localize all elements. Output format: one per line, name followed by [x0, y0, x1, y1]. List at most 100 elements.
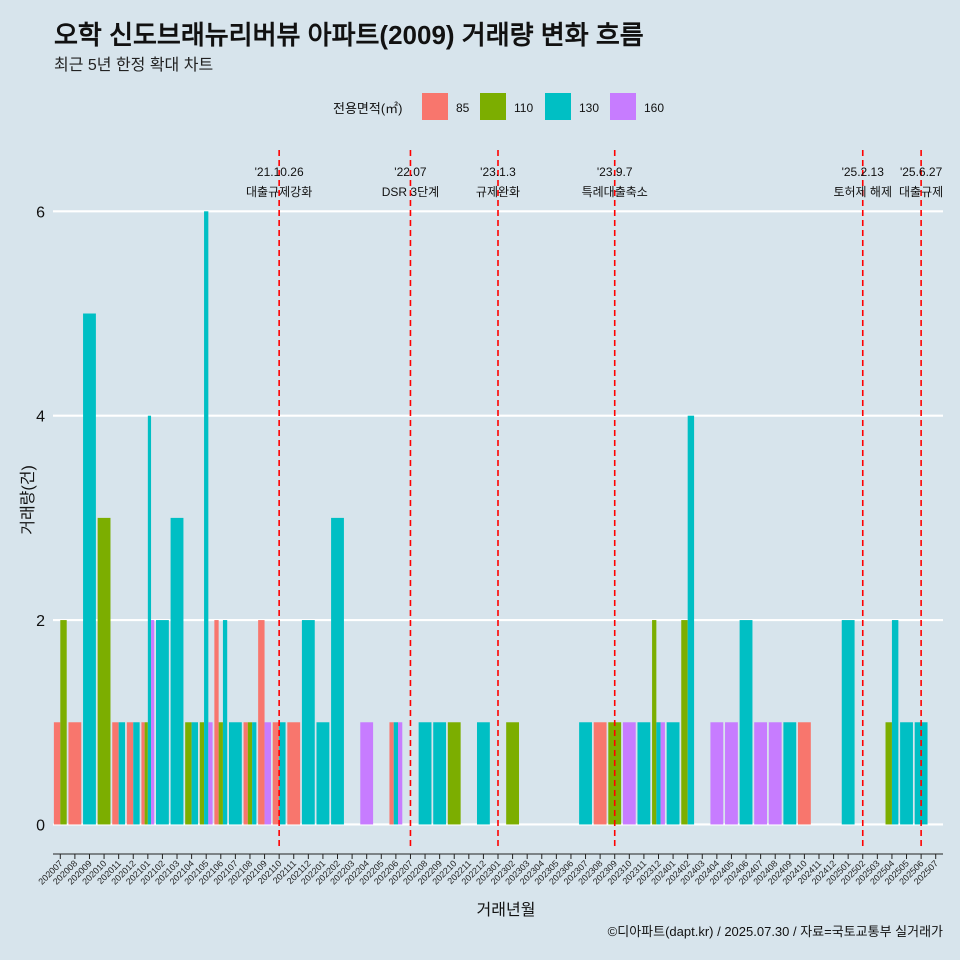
legend-swatch-85 — [422, 93, 448, 120]
bar-202206-85 — [389, 722, 394, 825]
bar-202209-130 — [433, 722, 447, 825]
bar-202504-110 — [885, 722, 892, 825]
bar-202312-130 — [656, 722, 661, 825]
bar-202501-130 — [841, 620, 855, 825]
bar-202208-130 — [418, 722, 432, 825]
bar-202105-160 — [208, 722, 213, 825]
bars — [53, 211, 928, 825]
chart-caption: ©디아파트(dapt.kr) / 2025.07.30 / 자료=국토교통부 실… — [608, 924, 943, 939]
event-date: '23.1.3 — [480, 165, 516, 179]
bar-202405-160 — [725, 722, 738, 825]
bar-202409-130 — [783, 722, 797, 825]
bar-202410-85 — [797, 722, 811, 825]
bar-202105-110 — [199, 722, 205, 825]
bar-202406-130 — [739, 620, 753, 825]
bar-202101-130 — [147, 415, 152, 825]
event-label: 규제완화 — [476, 185, 520, 199]
bar-202204-160 — [360, 722, 374, 825]
bar-202012-85 — [126, 722, 134, 825]
bar-202110-85 — [272, 722, 280, 825]
bar-202008-85 — [68, 722, 82, 825]
bar-202009-130 — [83, 313, 96, 825]
legend-swatch-130 — [545, 93, 571, 120]
bar-202308-85 — [593, 722, 607, 825]
bar-202401-130 — [666, 722, 680, 825]
bar-202404-160 — [710, 722, 724, 825]
event-date: '21.10.26 — [255, 165, 304, 179]
event-date: '25.2.13 — [842, 165, 885, 179]
legend-label-110: 110 — [514, 101, 533, 115]
bar-202111-85 — [287, 722, 301, 825]
y-tick-label: 0 — [36, 817, 45, 834]
legend-label-160: 160 — [644, 101, 664, 115]
event-label: 특례대출축소 — [582, 185, 648, 199]
bar-202402-130 — [687, 415, 695, 825]
bar-202007-85 — [53, 722, 61, 825]
bar-202312-110 — [652, 620, 657, 825]
bar-202104-110 — [185, 722, 192, 825]
legend-swatch-160 — [610, 93, 636, 120]
bar-202110-130 — [279, 722, 286, 825]
event-label: 토허제 해제 — [833, 185, 892, 199]
y-tick-label: 2 — [36, 613, 45, 630]
bar-202107-130 — [228, 722, 242, 825]
y-tick-label: 4 — [36, 409, 45, 426]
event-date: '23.9.7 — [597, 165, 633, 179]
bar-202407-160 — [754, 722, 768, 825]
legend-title: 전용면적(㎡) — [333, 101, 403, 116]
bar-202112-130 — [301, 620, 315, 825]
bar-202108-85 — [243, 722, 248, 825]
bar-202101-85 — [141, 722, 145, 825]
bar-202105-130 — [204, 211, 209, 825]
event-label: DSR 3단계 — [382, 185, 439, 199]
bar-202101-160 — [151, 620, 155, 825]
bar-202103-130 — [170, 517, 184, 825]
bar-202201-130 — [316, 722, 330, 825]
bar-202311-130 — [637, 722, 651, 825]
bar-202104-130 — [191, 722, 199, 825]
bar-202108-130 — [252, 722, 257, 825]
bar-202206-160 — [398, 722, 403, 825]
legend-label-85: 85 — [456, 101, 470, 115]
bar-202012-130 — [133, 722, 140, 825]
event-date: '25.6.27 — [900, 165, 943, 179]
event-label: 대출규제강화 — [246, 185, 312, 199]
bar-202408-160 — [768, 722, 782, 825]
bar-202312-160 — [660, 722, 665, 825]
y-axis-tick-labels: 0 2 4 6 — [36, 204, 45, 834]
bar-202108-110 — [247, 722, 253, 825]
bar-202106-110 — [218, 722, 223, 825]
bar-202504-130 — [891, 620, 899, 825]
event-date: '22.07 — [394, 165, 427, 179]
bar-202206-130 — [393, 722, 399, 825]
bar-202109-160 — [264, 722, 271, 825]
chart-title: 오학 신도브래뉴리버뷰 아파트(2009) 거래량 변화 흐름 — [54, 20, 644, 50]
bar-202210-110 — [447, 722, 461, 825]
y-axis-title: 거래량(건) — [19, 465, 37, 535]
bar-202102-130 — [156, 620, 169, 825]
bar-202011-85 — [112, 722, 119, 825]
bar-202007-110 — [60, 620, 67, 825]
bar-202302-110 — [506, 722, 520, 825]
bar-202106-130 — [222, 620, 228, 825]
bar-202109-85 — [258, 620, 265, 825]
event-label: 대출규제 — [899, 185, 943, 199]
x-axis-title: 거래년월 — [477, 901, 536, 919]
bar-202402-110 — [681, 620, 688, 825]
y-tick-label: 6 — [36, 204, 45, 221]
bar-202505-130 — [900, 722, 913, 825]
chart-subtitle: 최근 5년 한정 확대 차트 — [54, 56, 213, 74]
legend-label-130: 130 — [579, 101, 599, 115]
bar-202310-160 — [622, 722, 636, 825]
legend-swatch-110 — [480, 93, 506, 120]
bar-202307-130 — [579, 722, 592, 825]
bar-202101-110 — [144, 722, 148, 825]
event-markers: '21.10.26 대출규제강화 '22.07 DSR 3단계 '23.1.3 규제완화 '… — [246, 150, 943, 850]
bar-202212-130 — [476, 722, 490, 825]
bar-202106-85 — [214, 620, 219, 825]
bar-202202-130 — [331, 517, 344, 825]
bar-202010-110 — [97, 517, 111, 825]
bar-202011-130 — [118, 722, 126, 825]
legend: 전용면적(㎡) 85 110 130 160 — [333, 93, 664, 120]
